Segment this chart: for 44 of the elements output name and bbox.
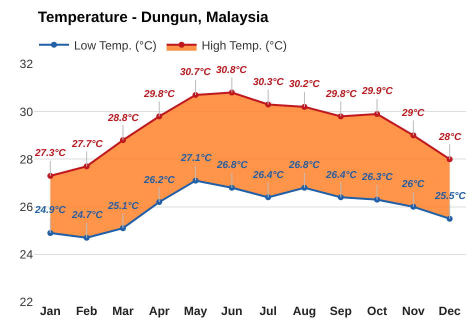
data-label: 29.9°C bbox=[361, 86, 394, 97]
legend-label: High Temp. (°C) bbox=[202, 38, 287, 52]
data-label: 30.2°C bbox=[289, 79, 320, 90]
legend-label: Low Temp. (°C) bbox=[74, 38, 157, 52]
y-tick-label: 24 bbox=[20, 248, 34, 262]
x-tick-label: Oct bbox=[367, 304, 388, 318]
x-tick-label: Feb bbox=[76, 304, 98, 318]
x-tick-label: Aug bbox=[292, 304, 316, 318]
data-label: 26.4°C bbox=[252, 170, 284, 181]
data-label: 26.8°C bbox=[288, 160, 320, 171]
x-tick-label: May bbox=[184, 304, 208, 318]
y-tick-label: 32 bbox=[20, 57, 34, 72]
data-label: 27.7°C bbox=[71, 139, 104, 150]
data-label: 29.8°C bbox=[325, 89, 358, 100]
x-tick-label: Apr bbox=[148, 304, 170, 318]
data-label: 29°C bbox=[401, 108, 426, 119]
data-label: 28.8°C bbox=[107, 113, 140, 124]
data-label: 27.1°C bbox=[180, 153, 212, 164]
data-label: 27.3°C bbox=[34, 148, 66, 159]
x-tick-label: Nov bbox=[402, 304, 426, 318]
data-label: 26.2°C bbox=[143, 175, 176, 186]
y-tick-label: 28 bbox=[20, 152, 34, 166]
y-tick-label: 30 bbox=[20, 104, 34, 119]
data-label: 30.3°C bbox=[253, 77, 284, 88]
y-tick-label: 22 bbox=[20, 295, 34, 310]
data-label: 29.8°C bbox=[143, 89, 176, 100]
chart-title: Temperature - Dungun, Malaysia bbox=[38, 9, 270, 26]
data-label: 26°C bbox=[401, 179, 426, 190]
data-label: 30.7°C bbox=[180, 67, 212, 78]
data-label: 30.8°C bbox=[216, 65, 248, 76]
x-tick-label: Sep bbox=[330, 304, 352, 318]
data-label: 24.7°C bbox=[71, 210, 104, 221]
x-tick-label: Dec bbox=[438, 304, 461, 318]
data-label: 24.9°C bbox=[34, 205, 66, 216]
x-tick-label: Jan bbox=[40, 304, 61, 318]
data-label: 26.4°C bbox=[325, 170, 358, 181]
x-tick-label: Mar bbox=[112, 304, 134, 318]
data-label: 25.1°C bbox=[107, 201, 140, 212]
y-tick-label: 26 bbox=[20, 200, 34, 214]
x-tick-label: Jul bbox=[259, 304, 277, 318]
data-label: 28°C bbox=[438, 132, 462, 143]
data-label: 26.3°C bbox=[361, 172, 394, 183]
data-label: 26.8°C bbox=[216, 160, 248, 171]
x-tick-label: Jun bbox=[221, 304, 243, 318]
